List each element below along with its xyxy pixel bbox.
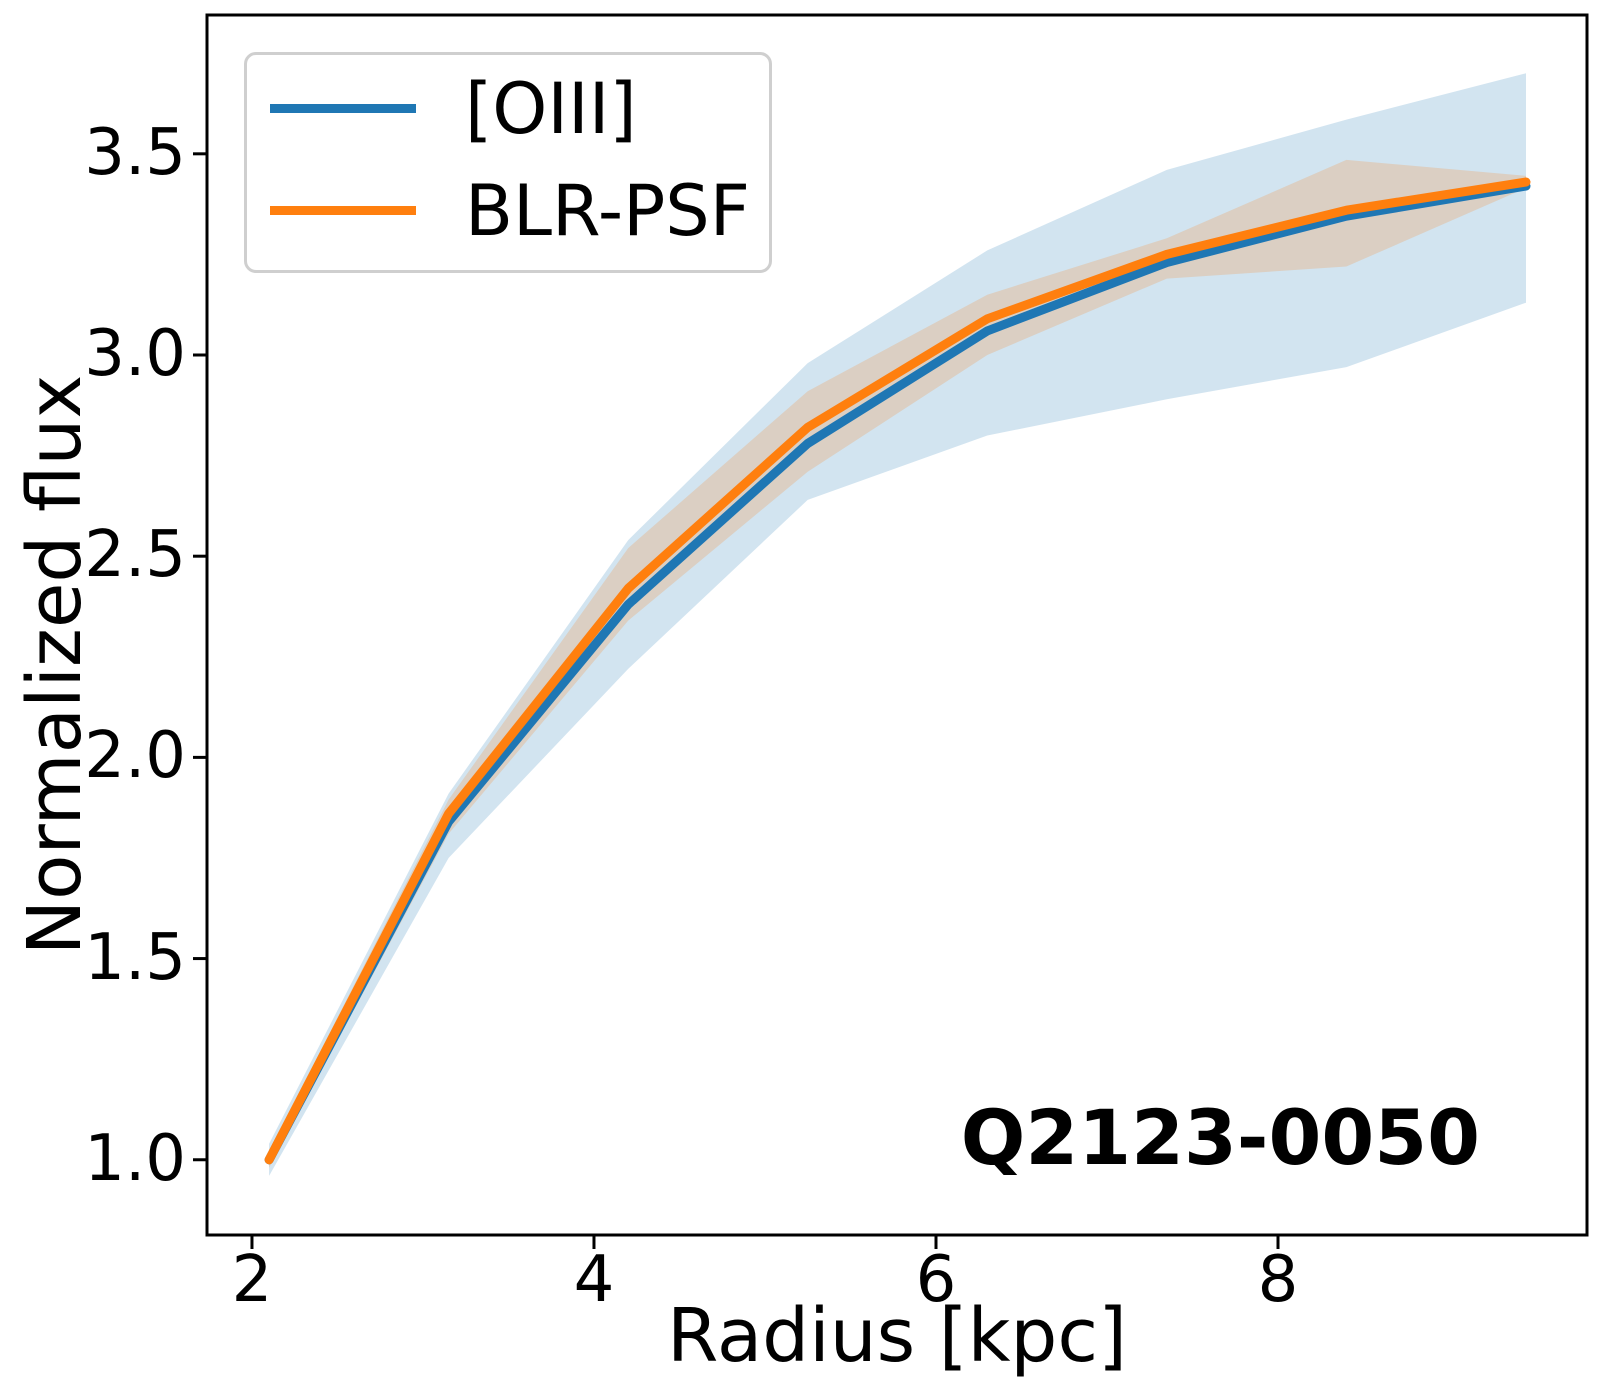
legend-label-oiii: [OIII] [465,68,637,150]
x-tick-label: 8 [1257,1243,1299,1317]
line-oiii [264,181,1531,1165]
x-axis-label: Radius [kpc] [667,1293,1127,1379]
x-tick-label: 2 [231,1243,273,1317]
legend-label-blr-psf: BLR-PSF [465,170,750,252]
target-name-annotation: Q2123-0050 [960,1093,1480,1182]
band-oiii [269,73,1527,1176]
legend-line-oiii [270,104,416,113]
y-tick-label: 1.0 [84,1121,186,1196]
x-tick-label: 6 [915,1243,957,1317]
y-tick-label: 2.5 [84,518,186,593]
axes-frame [205,13,1589,1237]
y-tick-label: 2.0 [84,719,186,794]
legend: [OIII] BLR-PSF [244,52,772,273]
y-tick-label: 3.0 [84,317,186,391]
line-blrpsf [264,177,1531,1165]
y-tick-label: 1.5 [84,920,186,995]
legend-line-blr-psf [270,206,416,215]
y-axis-label: Normalized flux [12,374,98,956]
y-tick-label: 3.5 [84,115,186,190]
x-tick-label: 4 [573,1243,615,1317]
band-blrpsf [269,159,1527,1168]
